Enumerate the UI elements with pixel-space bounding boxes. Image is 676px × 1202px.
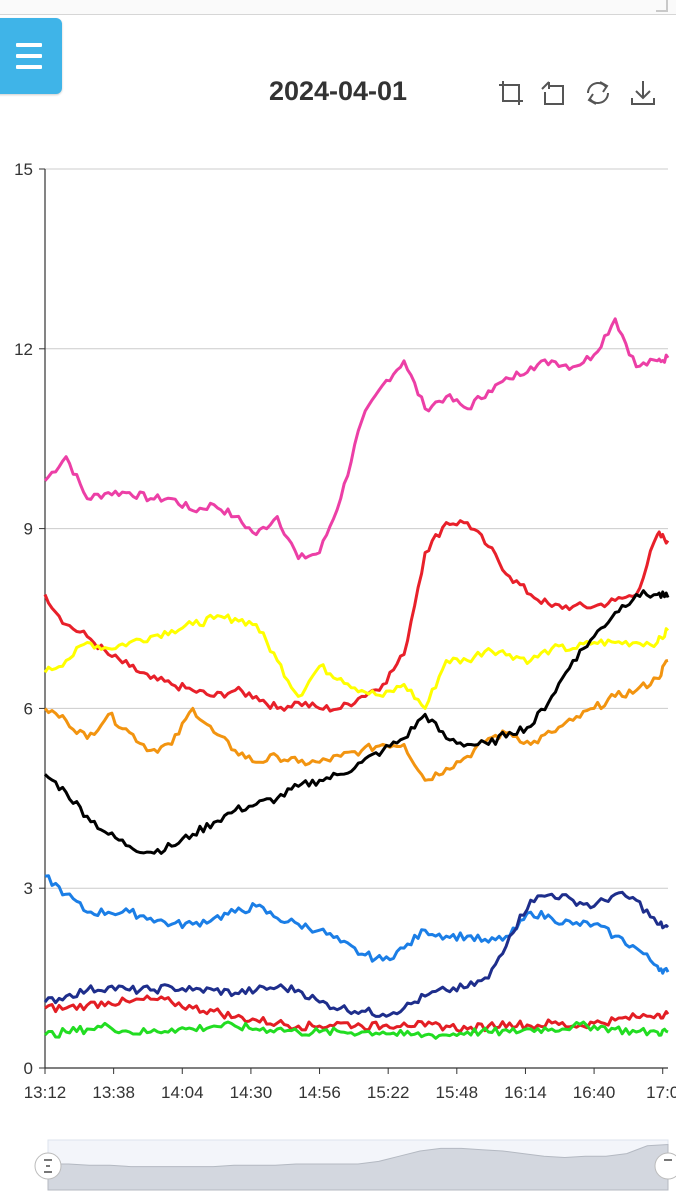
chart-title: 2024-04-01: [268, 76, 408, 106]
x-tick-label: 17:0: [646, 1083, 676, 1102]
grid-lines: [45, 168, 668, 889]
x-tick-label: 15:48: [436, 1083, 479, 1102]
x-tick-label: 16:14: [504, 1083, 547, 1102]
zoom-reset-icon[interactable]: [539, 78, 569, 108]
x-tick-label: 14:56: [298, 1083, 341, 1102]
series-line-9: [43, 1020, 669, 1040]
x-tick-label: 13:12: [24, 1083, 67, 1102]
refresh-icon[interactable]: [583, 78, 613, 108]
y-tick-label: 0: [24, 1059, 33, 1078]
hamburger-menu-icon-bar-2: [16, 54, 42, 58]
download-icon[interactable]: [628, 78, 658, 108]
y-tick-label: 6: [24, 699, 33, 718]
x-tick-label: 14:04: [161, 1083, 204, 1102]
series-line-2: [43, 519, 670, 713]
y-tick-label: 12: [14, 340, 33, 359]
zoom-handle-right[interactable]: [654, 1152, 676, 1180]
series-line-6: [44, 874, 670, 975]
series-line-5: [43, 589, 670, 855]
series-line-1: [43, 317, 670, 561]
x-tick-label: 16:40: [573, 1083, 616, 1102]
x-tick-label: 15:22: [367, 1083, 410, 1102]
browser-top-edge: [0, 0, 676, 15]
data-zoom-slider[interactable]: [34, 1139, 676, 1191]
series-line-7: [43, 890, 670, 1018]
y-axis-ticks: 0 3 6 9 12 15: [14, 160, 45, 1078]
y-tick-label: 15: [14, 160, 33, 179]
zoom-overview-area: [47, 1143, 669, 1191]
series-line-4: [43, 659, 669, 782]
y-tick-label: 3: [24, 879, 33, 898]
zoom-select-icon[interactable]: [496, 78, 526, 108]
corner-mark: [656, 0, 668, 12]
hamburger-menu-icon-bar-3: [16, 65, 42, 69]
x-axis-ticks: 13:12 13:38 14:04 14:30 14:56 15:22 15:48 16:14…: [24, 1068, 676, 1102]
series-lines: [43, 317, 670, 1040]
x-tick-label: 13:38: [92, 1083, 135, 1102]
zoom-handle-left[interactable]: [34, 1152, 62, 1180]
menu-button[interactable]: [0, 18, 62, 94]
hamburger-menu-icon-bar-1: [16, 43, 42, 47]
y-tick-label: 9: [24, 520, 33, 539]
x-tick-label: 14:30: [230, 1083, 273, 1102]
series-line-3: [43, 613, 670, 710]
